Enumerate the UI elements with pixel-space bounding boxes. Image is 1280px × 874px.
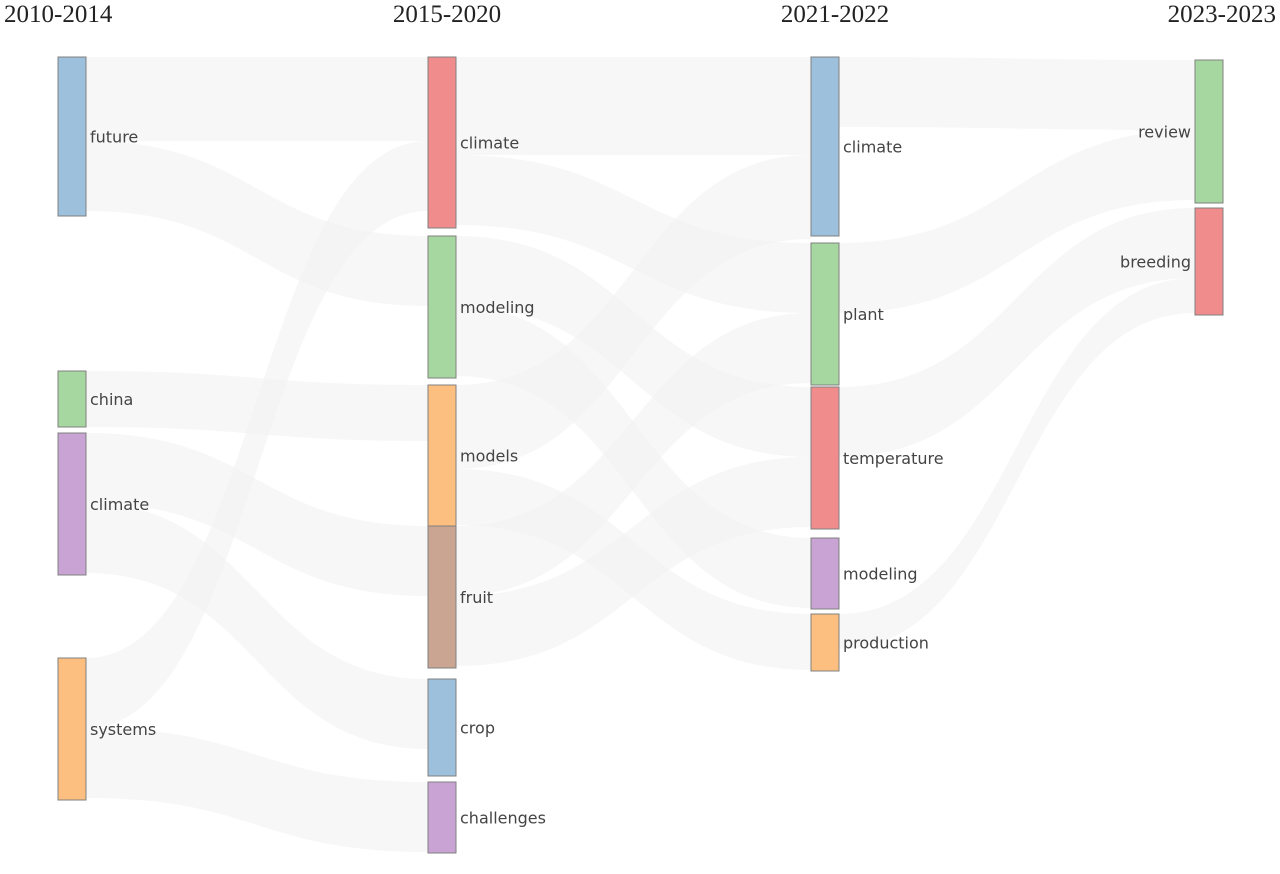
node-c2-climate[interactable]: climate [427,56,519,229]
node-bar[interactable] [427,781,457,854]
link-c1-systems-c2-climate[interactable] [86,141,428,728]
nodes-layer: future china climate systems climate modeling… [57,56,1224,854]
link-c1-climate-c2-crop[interactable] [86,503,428,749]
node-c2-modeling[interactable]: modeling [427,235,535,379]
node-bar[interactable] [427,56,457,229]
column-title-2023-2023: 2023-2023 [1168,1,1276,28]
link-c2-climate-c3-climate[interactable] [456,57,811,155]
link-c2-models-c3-climate[interactable] [456,155,811,469]
link-c2-fruit-c3-temperature[interactable] [456,457,811,666]
node-bar[interactable] [427,678,457,777]
node-c2-models[interactable]: models [427,384,518,527]
node-c1-climate[interactable]: climate [57,432,149,576]
node-c4-breeding[interactable]: breeding [1120,207,1224,316]
node-label: models [460,447,518,466]
node-label: climate [90,495,149,514]
node-bar[interactable] [427,525,457,669]
node-c4-review[interactable]: review [1138,59,1224,204]
node-bar[interactable] [810,613,840,672]
node-label: systems [90,720,156,739]
links-layer [86,57,1195,852]
node-label: future [90,128,138,147]
node-label: climate [460,134,519,153]
node-c3-temperature[interactable]: temperature [810,386,944,530]
link-c2-climate-c3-plant[interactable] [456,155,811,313]
node-c1-china[interactable]: china [57,370,133,428]
node-c2-fruit[interactable]: fruit [427,525,493,669]
node-c3-modeling[interactable]: modeling [810,537,918,610]
node-label: challenges [460,809,546,828]
link-c3-plant-c4-review[interactable] [839,130,1195,313]
column-title-2015-2020: 2015-2020 [393,1,501,28]
column-title-2021-2022: 2021-2022 [781,1,889,28]
node-label: modeling [843,565,918,584]
node-label: temperature [843,449,944,468]
node-bar[interactable] [810,56,840,237]
node-label: crop [460,719,495,738]
link-c3-temperature-c4-breeding[interactable] [839,208,1195,457]
node-bar[interactable] [1194,207,1224,316]
node-c3-climate[interactable]: climate [810,56,902,237]
link-c3-production-c4-breeding[interactable] [839,278,1195,649]
node-c1-systems[interactable]: systems [57,657,156,801]
node-bar[interactable] [427,235,457,379]
node-label: review [1138,123,1191,142]
node-c3-plant[interactable]: plant [810,242,884,386]
column-title-2010-2014: 2010-2014 [4,1,113,28]
node-bar[interactable] [57,370,87,428]
node-bar[interactable] [810,242,840,386]
node-c2-challenges[interactable]: challenges [427,781,546,854]
column-titles: 2010-2014 2015-2020 2021-2022 2023-2023 [4,1,1276,28]
node-label: breeding [1120,253,1191,272]
node-bar[interactable] [57,432,87,576]
node-c1-future[interactable]: future [57,56,138,217]
node-label: plant [843,305,884,324]
link-c1-climate-c2-fruit[interactable] [86,433,428,596]
node-label: production [843,634,929,653]
node-label: fruit [460,588,493,607]
link-c1-systems-c2-challenges[interactable] [86,728,428,852]
node-bar[interactable] [427,384,457,527]
node-label: modeling [460,298,535,317]
node-label: climate [843,138,902,157]
link-c2-fruit-c3-plant[interactable] [456,313,811,596]
node-bar[interactable] [810,537,840,610]
node-c2-crop[interactable]: crop [427,678,495,777]
link-c3-climate-c4-review[interactable] [839,57,1195,130]
node-bar[interactable] [57,56,87,217]
node-c3-production[interactable]: production [810,613,929,672]
node-bar[interactable] [57,657,87,801]
link-c1-future-c2-climate[interactable] [86,57,428,141]
node-bar[interactable] [810,386,840,530]
node-label: china [90,390,133,409]
node-bar[interactable] [1194,59,1224,204]
